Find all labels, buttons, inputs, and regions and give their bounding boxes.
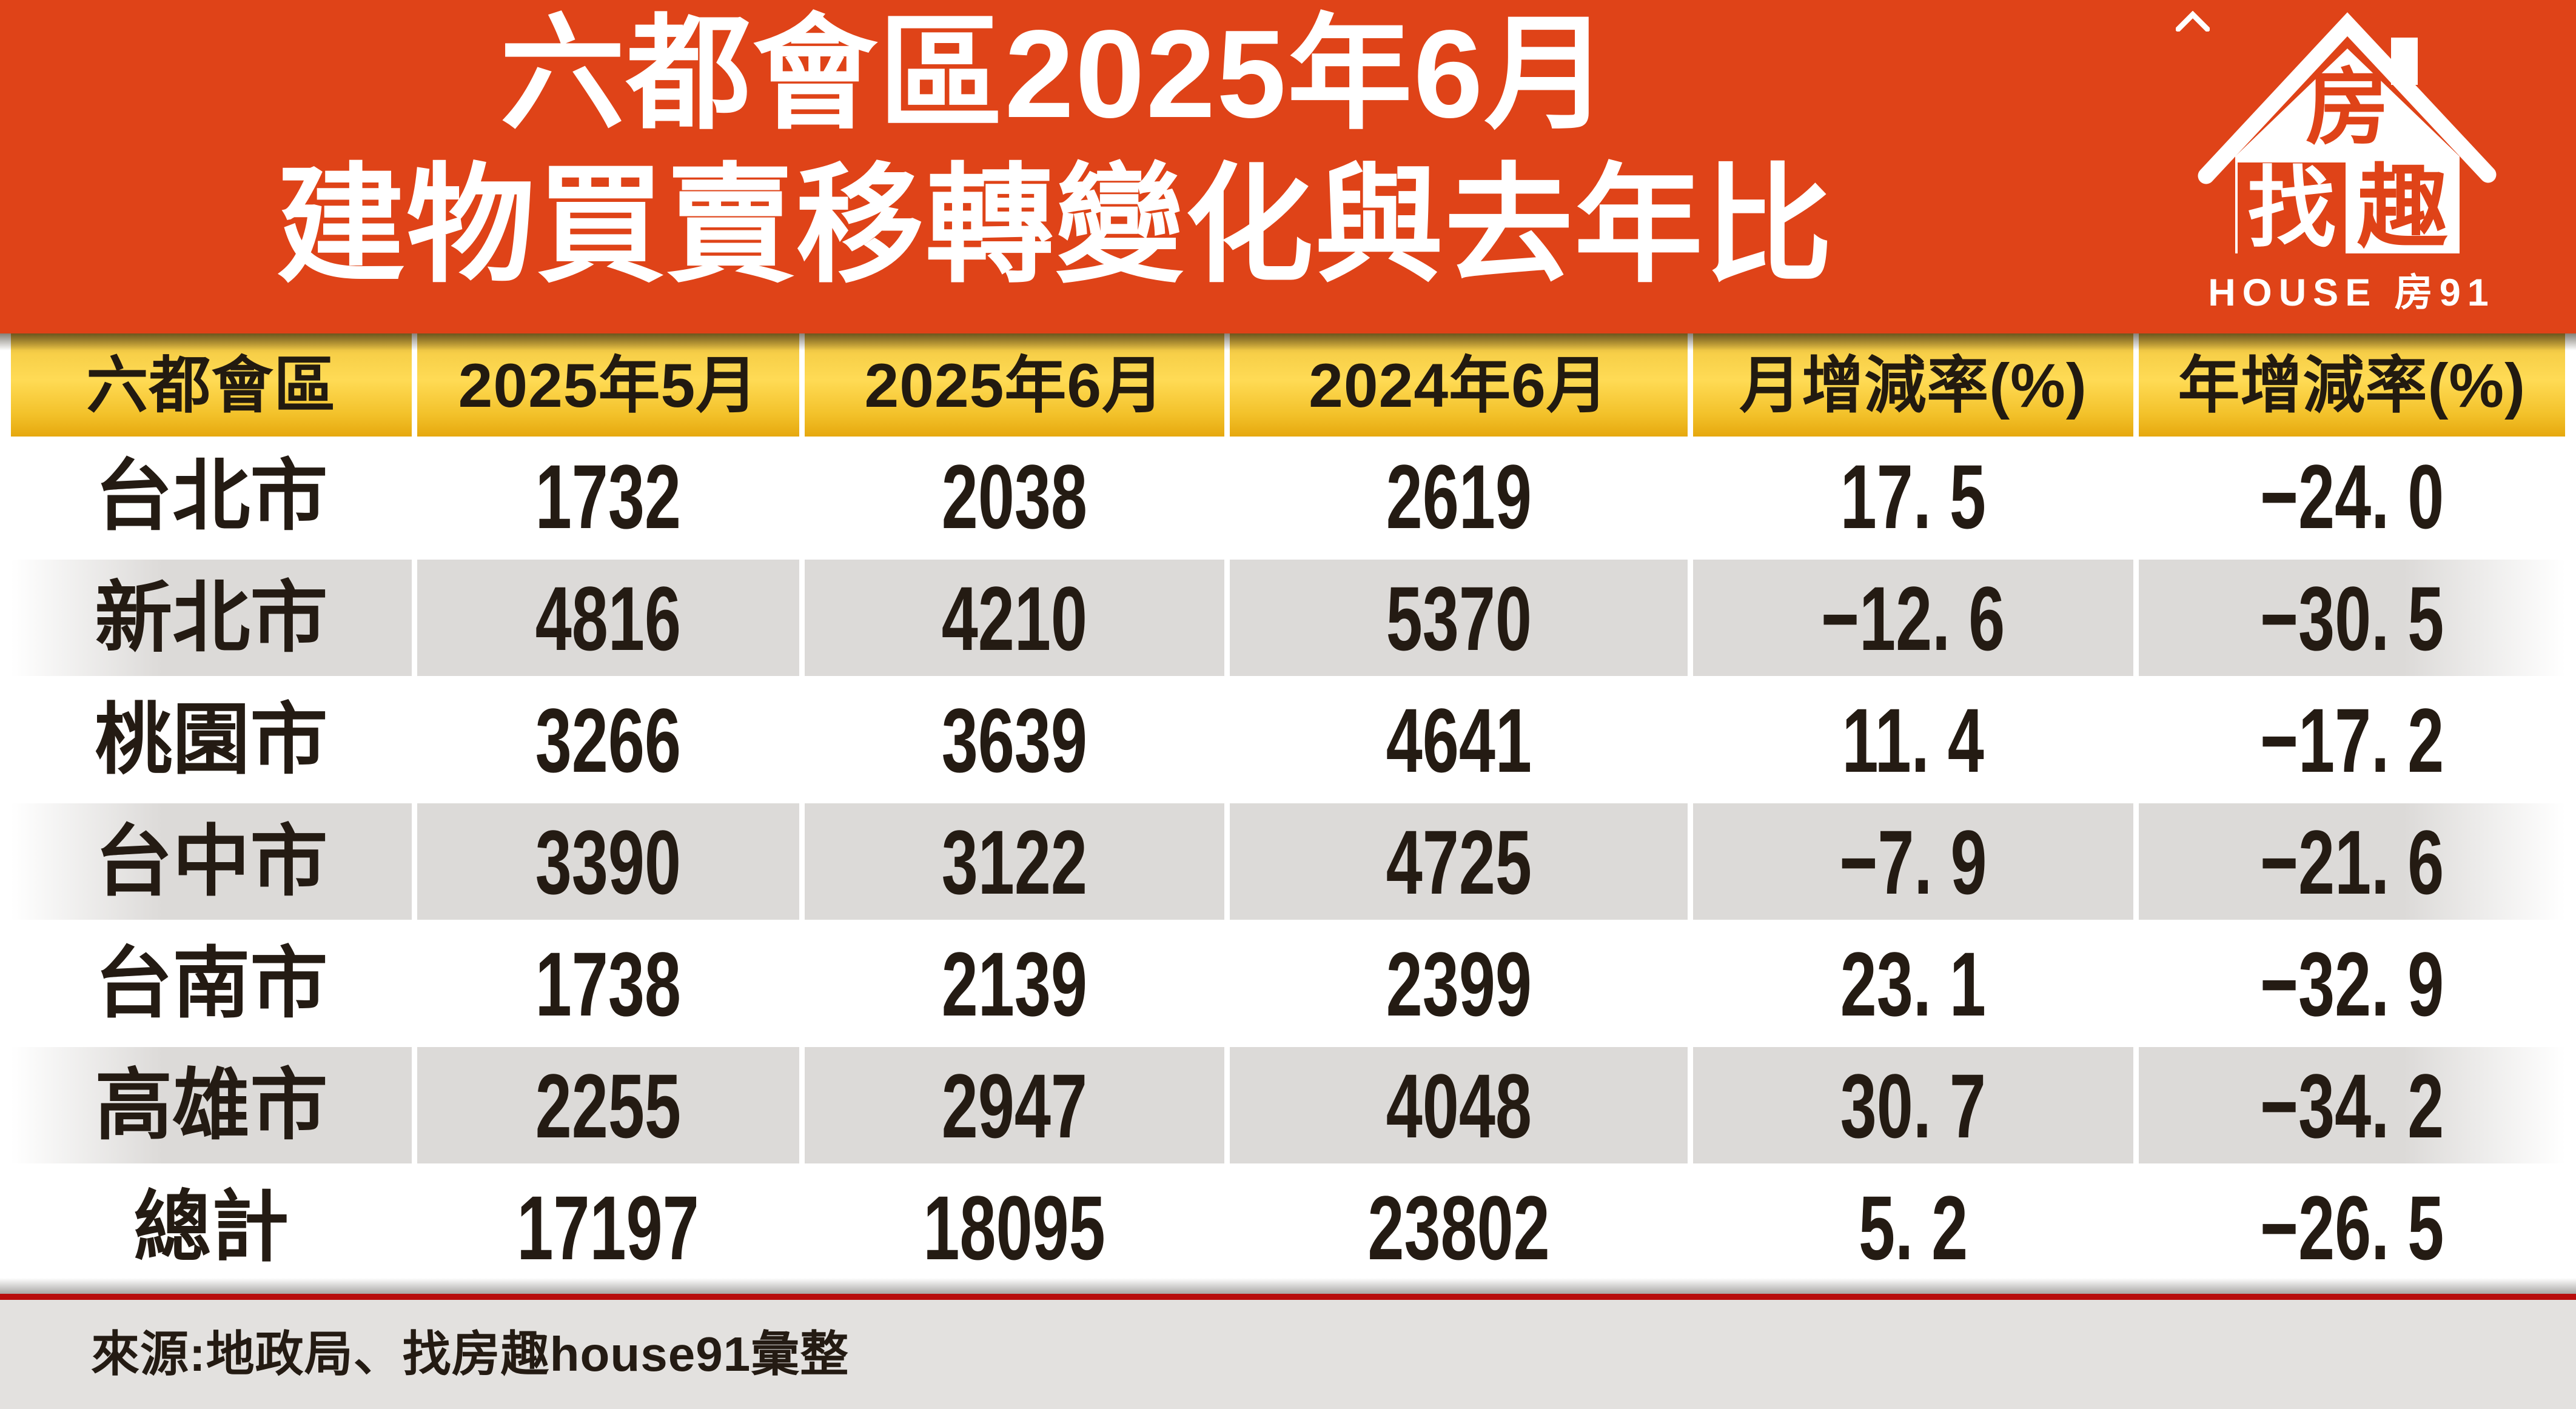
col-header-region: 六都會區 [11, 333, 412, 437]
value-cell: 2619 [1386, 446, 1532, 547]
value-cell: 2038 [941, 446, 1087, 547]
region-cell: 新北市 [11, 560, 412, 676]
title-line-2: 建物買賣移轉變化與去年比 [277, 153, 1834, 297]
footer-bar: 來源:地政局、找房趣house91彙整 [0, 1300, 2576, 1409]
value-cell: −17. 2 [2259, 689, 2444, 791]
chimney-icon [2391, 38, 2418, 85]
value-cell: 2947 [805, 1047, 1224, 1163]
region-cell: 台南市 [95, 940, 328, 1027]
value-cell: −32. 9 [2259, 933, 2444, 1035]
table-row-total: 總計 17197 18095 23802 5. 2 −26. 5 [0, 1169, 2576, 1285]
value-cell: 23. 1 [1840, 933, 1987, 1035]
value-cell: 4816 [417, 560, 800, 676]
value-cell: 11. 4 [1842, 689, 1985, 791]
value-cell: 3266 [535, 689, 682, 791]
region-cell: 高雄市 [11, 1047, 412, 1163]
value-cell: 5370 [1229, 560, 1688, 676]
col-header-2025-05: 2025年5月 [417, 333, 800, 437]
page-title: 六都會區2025年6月 建物買賣移轉變化與去年比 [0, 0, 2110, 295]
value-cell: 23802 [1367, 1177, 1550, 1279]
region-cell: 台北市 [95, 453, 328, 540]
value-cell: 1732 [535, 446, 682, 547]
banner-drop-shadow [0, 333, 2576, 350]
col-header-yoy-change: 年增減率(%) [2138, 333, 2565, 437]
value-cell: −12. 6 [1693, 560, 2133, 676]
logo-char-fang: 房 [2305, 61, 2389, 155]
value-cell: 3122 [805, 803, 1224, 920]
house-icon [2198, 12, 2497, 253]
value-cell: 2255 [417, 1047, 800, 1163]
logo-char-zhao: 找 [2247, 159, 2336, 258]
col-header-2024-06: 2024年6月 [1229, 333, 1688, 437]
value-cell: 4210 [805, 560, 1224, 676]
table-row-taichung: 台中市 3390 3122 4725 −7. 9 −21. 6 [0, 803, 2576, 920]
col-header-2025-06: 2025年6月 [805, 333, 1224, 437]
table-row-taipei: 台北市 1732 2038 2619 17. 5 −24. 0 [0, 438, 2576, 554]
value-cell: 17197 [517, 1177, 700, 1279]
red-divider [0, 1294, 2576, 1300]
value-cell: 4048 [1229, 1047, 1688, 1163]
region-cell-total: 總計 [133, 1184, 289, 1271]
value-cell: 2399 [1386, 933, 1532, 1035]
value-cell: 30. 7 [1693, 1047, 2133, 1163]
value-cell: 18095 [923, 1177, 1105, 1279]
value-cell: 1738 [535, 933, 682, 1035]
value-cell: 17. 5 [1840, 446, 1987, 547]
value-cell: −21. 6 [2138, 803, 2565, 920]
region-cell: 桃園市 [95, 697, 328, 783]
o-roof-icon [2176, 11, 2210, 32]
region-cell: 台中市 [11, 803, 412, 920]
value-cell: −7. 9 [1693, 803, 2133, 920]
value-cell: 3390 [417, 803, 800, 920]
footer-shadow-strip [0, 1278, 2576, 1294]
value-cell: 4641 [1386, 689, 1532, 791]
value-cell: −26. 5 [2259, 1177, 2444, 1279]
value-cell: 3639 [941, 689, 1087, 791]
source-note: 來源:地政局、找房趣house91彙整 [91, 1327, 850, 1381]
table-header-row: 六都會區 2025年5月 2025年6月 2024年6月 月增減率(%) 年增減… [0, 333, 2576, 437]
title-banner: 六都會區2025年6月 建物買賣移轉變化與去年比 房 找 趣 HOUSE 房91 [0, 0, 2576, 333]
value-cell: 2139 [941, 933, 1087, 1035]
value-cell: −24. 0 [2259, 446, 2444, 547]
logo-caption: HOUSE 房91 [2208, 272, 2495, 314]
brand-logo: 房 找 趣 HOUSE 房91 [2176, 11, 2576, 332]
value-cell: −34. 2 [2138, 1047, 2565, 1163]
value-cell: 5. 2 [1858, 1177, 1968, 1279]
value-cell: 4725 [1229, 803, 1688, 920]
col-header-mom-change: 月增減率(%) [1693, 333, 2133, 437]
table-row-taoyuan: 桃園市 3266 3639 4641 11. 4 −17. 2 [0, 681, 2576, 798]
table-row-newtaipei: 新北市 4816 4210 5370 −12. 6 −30. 5 [0, 560, 2576, 676]
logo-char-qu: 趣 [2356, 156, 2448, 258]
table-body: 台北市 1732 2038 2619 17. 5 −24. 0 新北市 4816… [0, 438, 2576, 1285]
table-row-tainan: 台南市 1738 2139 2399 23. 1 −32. 9 [0, 925, 2576, 1042]
table-row-kaohsiung: 高雄市 2255 2947 4048 30. 7 −34. 2 [0, 1047, 2576, 1163]
title-line-1: 六都會區2025年6月 [500, 4, 1611, 144]
value-cell: −30. 5 [2138, 560, 2565, 676]
